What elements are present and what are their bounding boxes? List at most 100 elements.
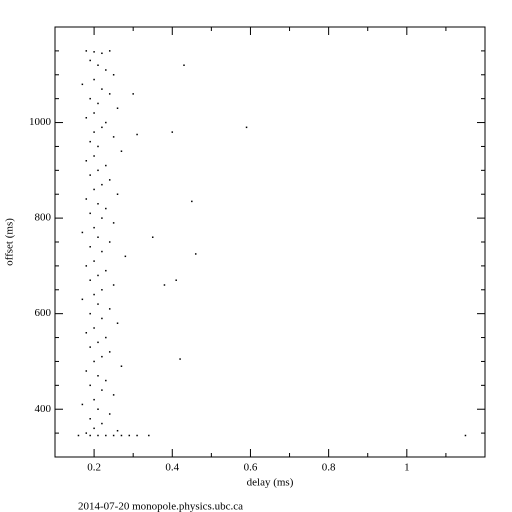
- point: [101, 52, 103, 55]
- point: [116, 429, 119, 432]
- point: [120, 365, 123, 367]
- point: [93, 398, 95, 401]
- point: [85, 432, 88, 434]
- x-tick-label: 0.6: [244, 462, 258, 474]
- point: [93, 78, 95, 81]
- point: [97, 303, 99, 305]
- point: [148, 434, 150, 437]
- point: [112, 434, 115, 437]
- point: [105, 207, 107, 210]
- point: [105, 379, 107, 382]
- point: [464, 434, 467, 437]
- point: [194, 253, 197, 255]
- y-tick-label: 1000: [29, 116, 52, 128]
- point: [93, 427, 95, 430]
- point: [136, 434, 138, 437]
- point: [112, 284, 115, 286]
- point: [85, 332, 88, 334]
- plot-frame: [54, 26, 486, 458]
- point: [97, 434, 99, 437]
- point: [101, 355, 103, 358]
- point: [112, 222, 115, 224]
- point: [89, 346, 91, 348]
- point: [171, 131, 174, 133]
- point: [89, 279, 91, 281]
- point: [128, 434, 131, 437]
- point: [93, 327, 95, 329]
- point: [105, 164, 107, 167]
- point: [97, 274, 99, 277]
- point: [93, 226, 95, 229]
- point: [89, 212, 91, 215]
- point: [101, 183, 103, 186]
- point: [112, 74, 115, 76]
- point: [85, 117, 88, 119]
- point: [101, 317, 103, 320]
- point: [120, 150, 123, 152]
- point: [93, 360, 95, 363]
- point: [89, 246, 91, 248]
- point: [105, 434, 107, 437]
- point: [179, 358, 181, 360]
- point: [89, 140, 91, 143]
- point: [105, 336, 107, 339]
- point: [85, 198, 88, 200]
- point: [175, 279, 177, 281]
- point: [93, 188, 95, 191]
- point: [85, 160, 88, 162]
- y-tick-label: 800: [35, 212, 52, 224]
- point: [108, 308, 111, 310]
- point: [108, 50, 111, 52]
- point: [93, 131, 95, 133]
- x-tick-label: 0.8: [322, 462, 336, 474]
- point: [97, 102, 99, 105]
- point: [93, 51, 95, 53]
- point: [116, 107, 119, 109]
- point: [108, 241, 111, 243]
- point: [101, 289, 103, 291]
- y-tick-label: 600: [35, 307, 52, 319]
- point: [151, 236, 154, 238]
- point: [97, 64, 99, 66]
- point: [89, 59, 91, 62]
- point: [163, 284, 166, 286]
- x-tick-label: 1: [404, 462, 410, 474]
- point: [191, 200, 193, 203]
- y-axis-label: offset (ms): [4, 218, 16, 266]
- point: [81, 83, 84, 86]
- point: [85, 370, 88, 372]
- point: [89, 97, 91, 100]
- x-tick-label: 0.2: [87, 462, 101, 474]
- point: [101, 389, 103, 391]
- point: [101, 422, 103, 425]
- point: [81, 231, 84, 234]
- point: [108, 93, 111, 95]
- point: [101, 250, 103, 253]
- point: [112, 394, 115, 396]
- point: [97, 408, 99, 410]
- point: [183, 64, 185, 66]
- y-tick-label: 400: [35, 403, 52, 415]
- point: [245, 126, 248, 129]
- point: [77, 434, 80, 437]
- point: [81, 298, 84, 301]
- point: [101, 126, 103, 129]
- x-axis-label: delay (ms): [247, 477, 294, 489]
- footer: 2014-07-20 monopole.physics.ubc.ca: [78, 501, 243, 512]
- point: [105, 69, 107, 71]
- point: [89, 174, 91, 176]
- point: [97, 203, 99, 205]
- point: [105, 269, 107, 272]
- point: [93, 260, 95, 262]
- point: [112, 136, 115, 138]
- point: [101, 88, 103, 90]
- point: [132, 93, 134, 95]
- point: [120, 434, 123, 437]
- point: [93, 155, 95, 157]
- point: [89, 384, 91, 387]
- x-tick-label: 0.4: [165, 462, 179, 474]
- point: [97, 169, 99, 172]
- point: [136, 133, 138, 136]
- point: [97, 145, 99, 148]
